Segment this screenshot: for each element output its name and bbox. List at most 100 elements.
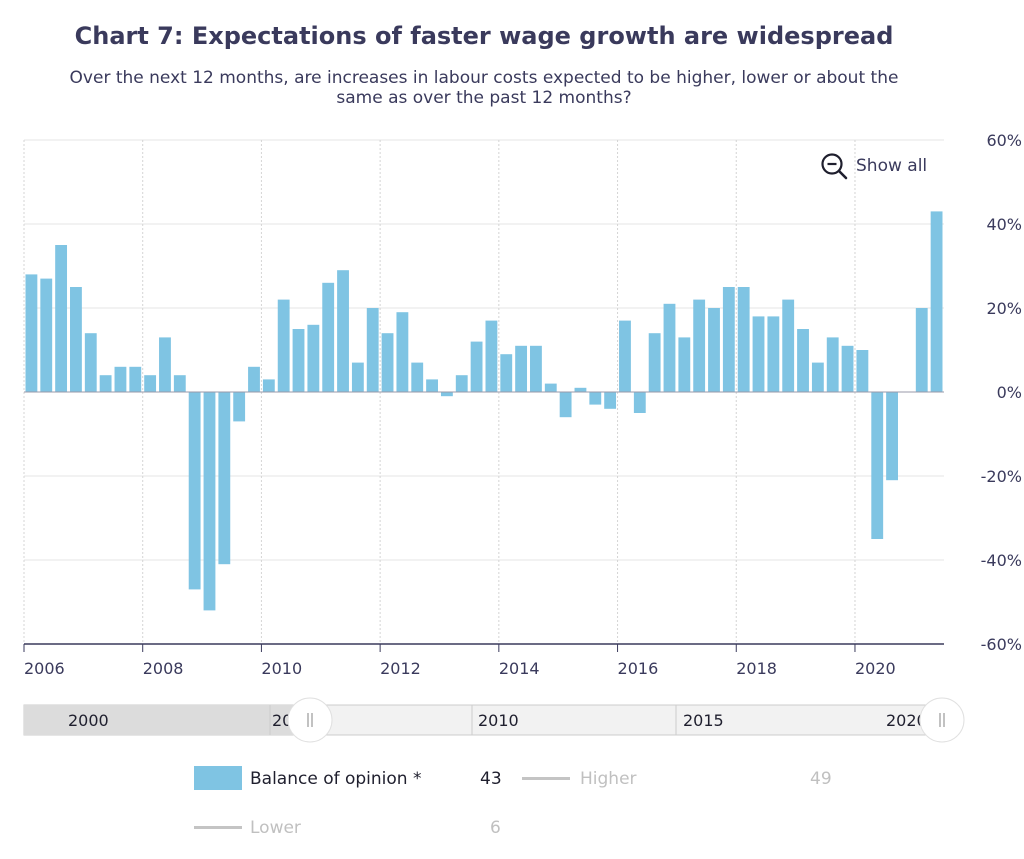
bar[interactable] [40,278,53,392]
bar[interactable] [159,337,171,392]
bar[interactable] [129,366,142,392]
bar[interactable] [485,320,498,392]
bar[interactable] [262,379,275,392]
bar[interactable] [411,362,424,392]
x-tick-label: 2018 [736,659,777,678]
bar[interactable] [292,329,305,392]
bar[interactable] [915,308,928,392]
legend-lower-value: 6 [490,818,501,838]
bar[interactable] [515,345,528,392]
bar[interactable] [633,392,646,413]
axes: 60% 40% 20% 0% -20% -40% -60% 2006 2008 2010 2012 2… [23,131,1022,678]
bar[interactable] [782,299,795,392]
y-tick-label: -60% [981,635,1022,654]
x-tick-label: 2008 [143,659,184,678]
bar[interactable] [722,287,735,392]
bar[interactable] [826,337,839,392]
bar[interactable] [604,392,617,409]
bar[interactable] [188,392,201,590]
bar[interactable] [856,350,869,392]
y-tick-label: 40% [986,215,1022,234]
bar[interactable] [381,333,394,392]
legend-balance-label[interactable]: Balance of opinion * [250,769,422,789]
bar[interactable] [619,320,631,392]
legend-higher-line[interactable] [522,777,570,780]
bar[interactable] [530,345,542,392]
bar[interactable] [589,392,602,405]
navigator-label: 2010 [478,711,519,730]
show-all-label: Show all [856,156,928,176]
navigator-label: 2020 [886,711,927,730]
bar[interactable] [737,287,750,392]
legend-balance-swatch[interactable] [194,766,242,790]
y-tick-label: 60% [986,131,1022,150]
navigator-handle-left[interactable] [287,697,333,743]
x-tick-label: 2016 [618,659,659,678]
y-tick-label: -20% [981,467,1022,486]
x-tick-label: 2012 [380,659,421,678]
bar[interactable] [70,287,82,392]
bar[interactable] [396,312,409,392]
chart-title: Chart 7: Expectations of faster wage gro… [74,22,894,50]
legend-lower-line[interactable] [194,826,242,829]
bar[interactable] [648,333,661,392]
bar[interactable] [203,392,216,611]
bar[interactable] [930,211,943,392]
bar[interactable] [173,375,186,392]
navigator-mask [24,705,310,735]
bar[interactable] [470,341,483,392]
show-all-button[interactable]: Show all [820,152,927,180]
bar[interactable] [337,270,349,392]
bar[interactable] [277,299,290,392]
bar[interactable] [886,392,898,481]
chart-subtitle: Over the next 12 months, are increases i… [69,68,899,108]
navigator-handle-right[interactable] [919,697,965,743]
bar[interactable] [693,299,706,392]
bar[interactable] [455,375,468,392]
y-tick-label: 0% [997,383,1022,402]
bar[interactable] [767,316,780,392]
bar[interactable] [248,366,260,392]
bar[interactable] [84,333,97,392]
bar[interactable] [708,308,720,392]
legend-higher-label[interactable]: Higher [580,769,637,789]
bar[interactable] [144,375,157,392]
x-tick-label: 2006 [24,659,65,678]
bar[interactable] [440,392,453,397]
bar[interactable] [99,375,112,392]
legend-balance-value: 43 [480,769,502,789]
bar[interactable] [663,303,676,392]
bar[interactable] [574,387,587,392]
bar[interactable] [811,362,824,392]
x-tick-label: 2020 [855,659,896,678]
bar[interactable] [366,308,379,392]
bar[interactable] [841,345,854,392]
bar[interactable] [322,282,335,392]
x-tick-label: 2014 [499,659,540,678]
bar[interactable] [351,362,364,392]
bar[interactable] [678,337,691,392]
legend-higher-value: 49 [810,769,832,789]
bar[interactable] [500,354,513,392]
range-navigator: 2000 20 2010 2015 2020 [23,697,965,743]
bar[interactable] [25,274,38,392]
bar[interactable] [307,324,320,392]
bar[interactable] [218,392,231,565]
zoom-out-icon [821,153,848,180]
bar[interactable] [797,329,809,392]
bar[interactable] [871,392,884,539]
bar[interactable] [426,379,438,392]
bar[interactable] [559,392,572,418]
bars [25,211,943,611]
navigator-label: 20 [272,711,292,730]
bar[interactable] [544,383,557,392]
y-tick-label: -40% [981,551,1022,570]
bar[interactable] [752,316,765,392]
bar[interactable] [233,392,246,422]
bar[interactable] [55,245,68,392]
legend-lower-label[interactable]: Lower [250,818,301,838]
navigator-label: 2000 [68,711,109,730]
x-tick-label: 2010 [261,659,302,678]
bar[interactable] [114,366,127,392]
